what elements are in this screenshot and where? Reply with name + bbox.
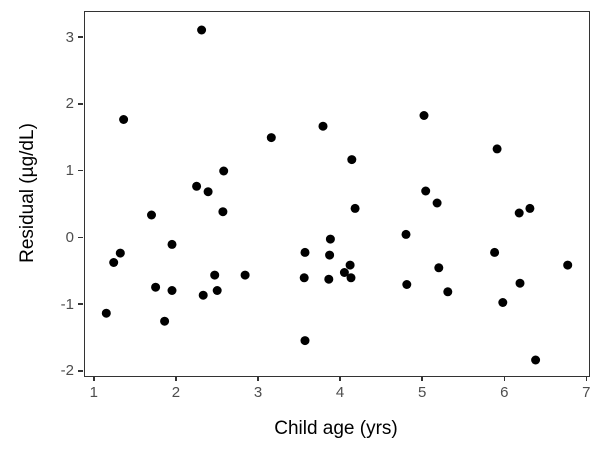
data-point [402,280,412,289]
data-point [514,208,524,218]
x-axis-tick-mark [339,376,341,382]
y-axis-tick-label: 2 [65,95,74,113]
data-point [434,263,444,273]
y-axis-tick-mark [78,370,83,372]
data-point [350,203,360,213]
data-point [443,287,453,297]
data-point [346,273,356,283]
data-point [210,270,220,280]
x-axis-tick-label: 2 [171,384,181,401]
data-point [119,115,129,124]
data-point [240,270,250,280]
data-point [563,260,573,270]
data-point [325,234,335,244]
y-axis-tick-label: 1 [65,162,74,180]
data-point [490,247,500,257]
data-point [318,121,328,131]
data-point [266,133,276,143]
plot-panel [84,11,590,377]
x-axis-tick-label: 5 [418,384,427,401]
x-axis-tick-mark [257,376,259,382]
data-point [160,316,170,326]
data-point [109,258,119,267]
data-point [212,286,222,295]
x-axis-tick-mark [93,376,95,382]
x-axis-tick-label: 7 [582,384,591,401]
data-point [401,229,411,239]
data-point [115,248,125,258]
data-point [151,282,161,292]
data-point [203,187,213,197]
x-axis-title: Child age (yrs) [274,418,398,439]
data-point [421,186,431,196]
x-axis-tick-mark [585,376,588,382]
data-point [219,166,229,176]
data-point [531,355,541,365]
data-point [324,274,334,284]
y-axis-tick-mark [78,303,83,305]
y-axis-tick-mark [78,36,83,38]
data-point [525,203,535,213]
y-axis-tick-mark [78,103,83,105]
data-point [492,144,502,154]
data-point [325,250,335,260]
data-point [515,278,525,288]
data-point [345,260,355,270]
data-point [197,25,207,35]
data-point [218,207,228,217]
y-axis-tick-mark [78,236,83,239]
x-axis-tick-label: 4 [335,384,345,401]
data-point [101,308,111,318]
y-axis-tick-label: -2 [60,362,74,380]
data-point [167,286,177,295]
y-axis-tick-label: -1 [60,295,74,313]
data-point [192,181,202,191]
data-point [198,290,208,300]
x-axis-tick-mark [503,376,506,382]
data-point [347,155,357,165]
data-point [300,247,310,257]
data-point [167,239,177,249]
y-axis-tick-label: 0 [65,228,74,246]
x-axis-tick-label: 6 [500,384,509,401]
data-point [339,268,349,277]
data-point [147,210,156,220]
x-axis-tick-mark [421,376,423,382]
y-axis-tick-mark [78,169,83,172]
x-axis-tick-label: 1 [89,384,99,401]
data-points-layer [101,25,573,365]
data-point [432,198,442,208]
data-point [419,111,429,120]
data-point [299,273,309,283]
y-axis-tick-label: 3 [65,28,74,46]
x-axis-tick-label: 3 [253,384,263,401]
data-point [300,336,310,346]
data-point [498,298,508,307]
x-axis-tick-mark [175,376,177,382]
